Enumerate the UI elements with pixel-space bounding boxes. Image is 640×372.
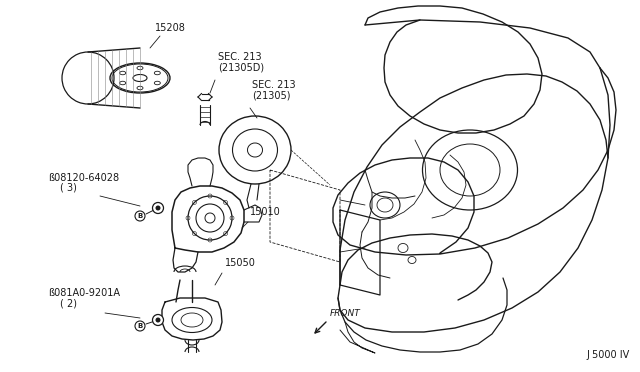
Text: ß08120-64028: ß08120-64028 xyxy=(48,173,119,183)
Circle shape xyxy=(156,205,161,211)
Text: ( 3): ( 3) xyxy=(60,183,77,193)
Text: B: B xyxy=(138,213,143,219)
Text: 15010: 15010 xyxy=(250,207,281,217)
Text: SEC. 213: SEC. 213 xyxy=(252,80,296,90)
Text: ( 2): ( 2) xyxy=(60,298,77,308)
Circle shape xyxy=(152,202,163,214)
Text: FRONT: FRONT xyxy=(330,309,361,318)
Circle shape xyxy=(152,314,163,326)
Text: J 5000 IV: J 5000 IV xyxy=(587,350,630,360)
Text: 15050: 15050 xyxy=(225,258,256,268)
Text: (21305D): (21305D) xyxy=(218,62,264,72)
Text: (21305): (21305) xyxy=(252,90,291,100)
Text: 15208: 15208 xyxy=(155,23,186,33)
Text: B: B xyxy=(138,323,143,329)
Circle shape xyxy=(156,317,161,323)
Text: ß081A0-9201A: ß081A0-9201A xyxy=(48,288,120,298)
Text: SEC. 213: SEC. 213 xyxy=(218,52,262,62)
